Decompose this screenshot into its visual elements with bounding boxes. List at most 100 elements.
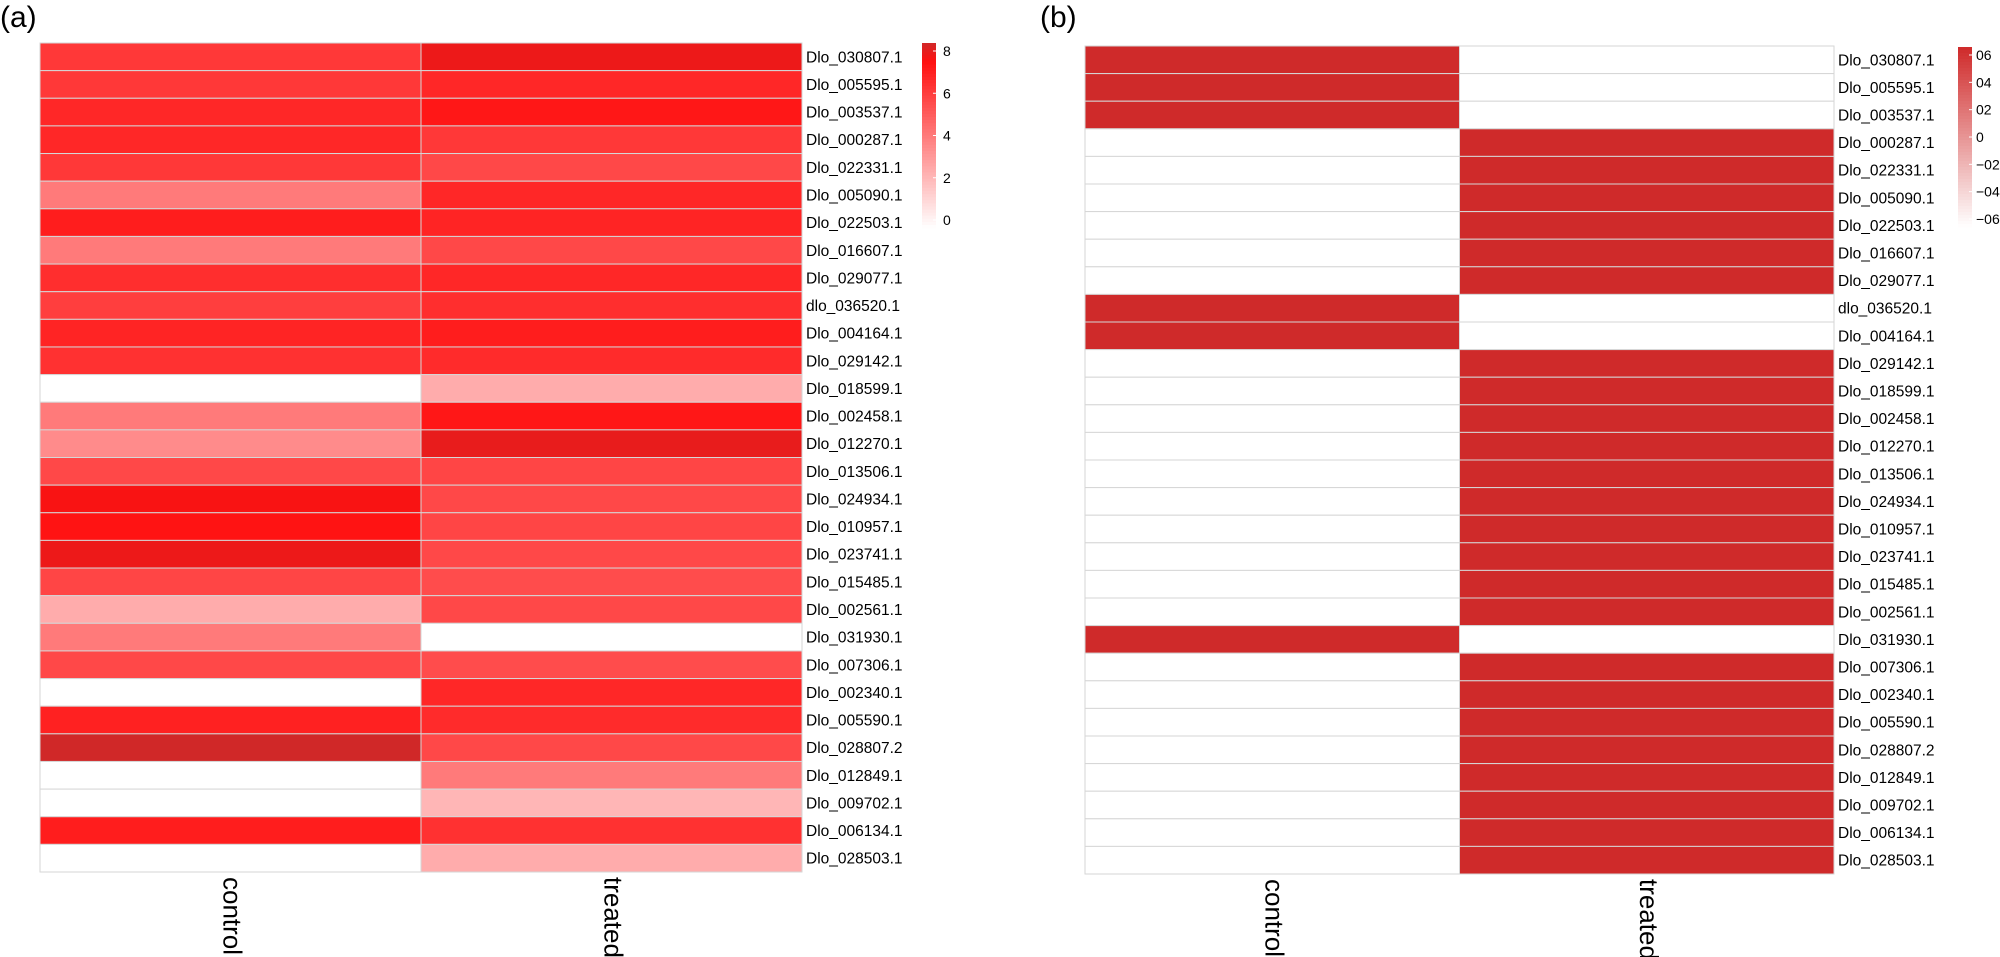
colorbar-segment	[1958, 68, 1972, 72]
colorbar-tick-label: −02	[1976, 156, 2000, 172]
heatmap-cell	[1459, 514, 1835, 544]
column-label: treated	[1634, 879, 1664, 957]
row-label: Dlo_016607.1	[1838, 246, 1935, 263]
colorbar-segment	[922, 147, 936, 152]
row-label: Dlo_013506.1	[806, 464, 903, 481]
row-label: Dlo_005090.1	[1838, 190, 1935, 207]
colorbar-segment	[922, 43, 936, 47]
heatmap-cell	[39, 429, 422, 459]
column-label: treated	[599, 877, 629, 957]
colorbar-segment	[922, 163, 936, 167]
heatmap-cell	[1084, 542, 1460, 571]
colorbar-segment	[922, 169, 936, 174]
row-label: Dlo_005590.1	[1838, 715, 1935, 732]
heatmap-cell	[1084, 45, 1460, 75]
heatmap-cell	[39, 733, 422, 762]
colorbar-tick-label: 8	[943, 43, 951, 59]
heatmap-cell	[39, 208, 422, 237]
heatmap-cell	[420, 539, 803, 569]
colorbar-segment	[922, 215, 936, 220]
heatmap-cell	[1459, 321, 1835, 351]
heatmap-cell	[420, 318, 803, 348]
panel-b: (b) Dlo_030807.1 Dlo_005595.1 Dlo_003537.1 D…	[1040, 1, 2000, 957]
colorbar-segment	[1958, 176, 1972, 180]
heatmap-cell	[39, 235, 422, 265]
heatmap-cell	[39, 622, 422, 652]
colorbar-segment	[922, 101, 936, 106]
heatmap-cell	[1084, 597, 1460, 627]
colorbar-segment	[1958, 80, 1972, 84]
row-label: Dlo_006134.1	[806, 823, 903, 840]
heatmap-cell	[1459, 431, 1835, 461]
colorbar-segment	[1958, 104, 1972, 108]
row-label: Dlo_012270.1	[1838, 439, 1935, 456]
heatmap-cell	[420, 484, 803, 514]
colorbar-segment	[1958, 131, 1972, 135]
heatmap-cell	[1084, 514, 1460, 544]
colorbar-segment	[1958, 143, 1972, 147]
colorbar-segment	[1958, 152, 1972, 156]
colorbar-segment	[1958, 203, 1972, 207]
heatmap-cell	[1084, 569, 1460, 599]
colorbar-segment	[922, 104, 936, 109]
heatmap-cell	[1459, 266, 1835, 295]
heatmap-cell	[39, 263, 422, 293]
heatmap-cell	[420, 650, 803, 680]
row-label: Dlo_002458.1	[806, 409, 903, 426]
colorbar-segment	[922, 80, 936, 84]
row-label: Dlo_010957.1	[1838, 522, 1935, 539]
heatmap-cell	[39, 678, 422, 707]
row-label: Dlo_007306.1	[1838, 660, 1935, 677]
colorbar-segment	[922, 83, 936, 87]
colorbar-segment	[1958, 47, 1972, 51]
heatmap-cell	[420, 42, 803, 72]
heatmap-cell	[39, 97, 422, 127]
colorbar-segment	[1958, 119, 1972, 123]
column-label: control	[218, 877, 248, 955]
row-label: Dlo_012270.1	[806, 436, 903, 453]
colorbar-segment	[922, 197, 936, 201]
colorbar-segment	[922, 132, 936, 137]
row-label: Dlo_028503.1	[1838, 853, 1935, 870]
heatmap-cell	[420, 263, 803, 293]
colorbar-segment	[1958, 62, 1972, 66]
heatmap-cell	[420, 208, 803, 237]
heatmap-cell	[1459, 211, 1835, 240]
heatmap-cell	[420, 291, 803, 320]
row-label: Dlo_009702.1	[806, 795, 903, 812]
heatmap-cell	[1459, 404, 1835, 433]
colorbar-segment	[1958, 116, 1972, 120]
heatmap-cell	[1084, 735, 1460, 765]
heatmap-cell	[1459, 73, 1835, 102]
row-label: Dlo_005590.1	[806, 713, 903, 730]
heatmap-cell	[420, 678, 803, 707]
colorbar-segment	[922, 123, 936, 127]
heatmap-cell	[420, 595, 803, 624]
heatmap-cell	[1459, 845, 1835, 875]
colorbar-segment	[922, 129, 936, 134]
colorbar-segment	[1958, 173, 1972, 177]
row-label: Dlo_013506.1	[1838, 466, 1935, 483]
row-label: Dlo_003537.1	[1838, 108, 1935, 125]
row-label: Dlo_022331.1	[806, 160, 903, 177]
heatmap-cell	[420, 97, 803, 127]
colorbar-segment	[1958, 65, 1972, 69]
heatmap-cell	[1084, 404, 1460, 433]
row-label: Dlo_010957.1	[806, 519, 903, 536]
colorbar-segment	[922, 110, 936, 115]
heatmap-cell	[1084, 128, 1460, 157]
row-label: Dlo_012849.1	[806, 768, 903, 785]
colorbar-segment	[922, 166, 936, 171]
colorbar-segment	[1958, 224, 1972, 228]
heatmap-cell	[1084, 652, 1460, 682]
heatmap-cell	[420, 788, 803, 818]
colorbar-segment	[1958, 215, 1972, 219]
heatmap-cell	[420, 153, 803, 182]
heatmap-cell	[1084, 680, 1460, 709]
heatmap-cell	[1459, 155, 1835, 185]
heatmap-cell	[1084, 183, 1460, 213]
colorbar-segment	[922, 212, 936, 217]
heatmap-cell	[1459, 349, 1835, 378]
row-label: dlo_036520.1	[806, 298, 900, 315]
